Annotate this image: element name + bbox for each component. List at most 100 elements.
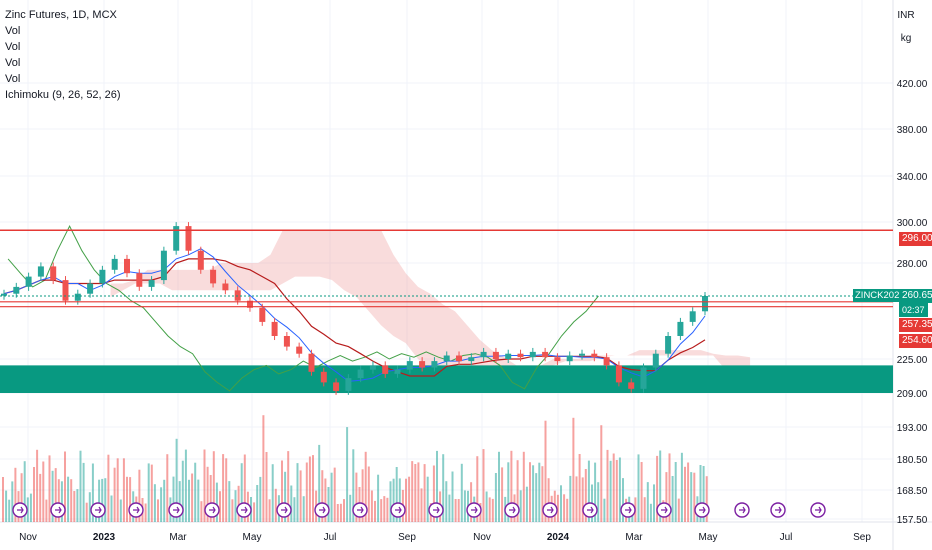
- volume-bar: [578, 454, 581, 522]
- time-tick: Sep: [398, 532, 416, 543]
- volume-bar: [684, 466, 686, 522]
- event-marker-icon[interactable]: [90, 502, 106, 518]
- volume-bar: [324, 478, 327, 522]
- volume-bar: [445, 481, 448, 522]
- unit-label[interactable]: kg: [900, 33, 912, 44]
- price-tick: 380.00: [897, 125, 928, 136]
- volume-bar: [597, 482, 600, 522]
- price-tick: 300.00: [897, 218, 928, 229]
- volume-bar: [73, 491, 76, 522]
- price-tick: 340.00: [897, 172, 928, 183]
- event-marker-icon[interactable]: [542, 502, 558, 518]
- event-arrow: [775, 506, 782, 514]
- event-marker-icon[interactable]: [466, 502, 482, 518]
- event-marker-icon[interactable]: [12, 502, 28, 518]
- volume-bar: [560, 485, 562, 522]
- symbol-tag: ZINCK2024: [853, 289, 907, 302]
- volume-bar: [203, 449, 206, 522]
- event-marker-icon[interactable]: [390, 502, 406, 518]
- candle-body: [173, 226, 180, 251]
- volume-bar: [222, 454, 225, 522]
- event-marker-icon[interactable]: [236, 502, 252, 518]
- lagging-span: [7, 224, 599, 392]
- volume-bar: [476, 456, 479, 522]
- volume-bar: [231, 499, 234, 522]
- event-marker-icon[interactable]: [352, 502, 368, 518]
- currency-label[interactable]: INR: [897, 10, 915, 21]
- time-tick: Mar: [169, 532, 187, 543]
- volume-bar: [532, 465, 535, 522]
- event-marker-icon[interactable]: [734, 502, 750, 518]
- legend-volume-4[interactable]: Vol: [5, 73, 21, 85]
- volume-bar: [327, 487, 330, 522]
- volume-bar: [259, 476, 262, 522]
- legend-volume-2[interactable]: Vol: [5, 41, 21, 53]
- price-tick: 209.00: [897, 389, 928, 400]
- volume-bar: [20, 473, 23, 522]
- volume-bar: [405, 478, 407, 522]
- volume-bar: [318, 444, 321, 522]
- event-arrow: [133, 506, 140, 514]
- event-marker-icon[interactable]: [314, 502, 330, 518]
- volume-bar: [343, 499, 345, 522]
- candle-body: [357, 369, 364, 379]
- volume-bar: [361, 469, 364, 522]
- candle-body: [148, 280, 155, 287]
- volume-bar: [150, 464, 153, 522]
- volume-bar: [138, 469, 141, 522]
- candle-body: [333, 382, 340, 391]
- event-marker-icon[interactable]: [168, 502, 184, 518]
- legend-ichimoku[interactable]: Ichimoku (9, 26, 52, 26): [5, 89, 121, 101]
- volume-bar: [541, 466, 544, 522]
- event-marker-icon[interactable]: [582, 502, 598, 518]
- volume-bar: [355, 472, 358, 522]
- volume-bar: [665, 472, 668, 522]
- volume-bar: [432, 465, 435, 522]
- resistance-price-tag: 296.00: [899, 232, 932, 246]
- volume-bar: [206, 466, 209, 522]
- volume-bar: [525, 486, 528, 522]
- candle-body: [99, 269, 106, 284]
- event-marker-icon[interactable]: [656, 502, 672, 518]
- volume-bar: [470, 482, 473, 522]
- candle-body: [702, 296, 708, 312]
- legend-volume-3[interactable]: Vol: [5, 57, 21, 69]
- event-marker-icon[interactable]: [694, 502, 710, 518]
- volume-bar: [674, 462, 677, 522]
- event-marker-icon[interactable]: [770, 502, 786, 518]
- volume-bar: [451, 471, 454, 522]
- volume-bar: [237, 485, 240, 522]
- event-marker-icon[interactable]: [204, 502, 220, 518]
- event-marker-icon[interactable]: [276, 502, 292, 518]
- volume-bar: [188, 479, 190, 522]
- volume-bar: [594, 462, 597, 522]
- event-marker-icon[interactable]: [810, 502, 826, 518]
- time-tick: Nov: [19, 532, 37, 543]
- volume-bar: [569, 475, 572, 522]
- volume-bar: [175, 438, 178, 522]
- horizontal-levels: [0, 229, 893, 308]
- volume-bar: [200, 501, 203, 522]
- event-marker-icon[interactable]: [50, 502, 66, 518]
- event-marker-icon[interactable]: [620, 502, 636, 518]
- volume-bar: [460, 463, 463, 522]
- candle-body: [382, 365, 389, 374]
- volume-bar: [82, 462, 85, 522]
- candle-body: [431, 361, 438, 368]
- volume-bar: [386, 497, 389, 522]
- event-marker-icon[interactable]: [128, 502, 144, 518]
- legend-volume-1[interactable]: Vol: [5, 25, 21, 37]
- candle-body: [308, 353, 315, 372]
- volume-bar: [380, 499, 383, 522]
- event-marker-icon[interactable]: [504, 502, 520, 518]
- event-arrow: [433, 506, 440, 514]
- candle-body: [296, 346, 303, 354]
- event-marker-icon[interactable]: [428, 502, 444, 518]
- volume-bar: [113, 467, 116, 522]
- legend-title[interactable]: Zinc Futures, 1D, MCX: [5, 9, 117, 21]
- volume-bar: [349, 494, 352, 522]
- event-arrow: [95, 506, 102, 514]
- volume-bar: [98, 479, 101, 522]
- price-tick: 420.00: [897, 79, 928, 90]
